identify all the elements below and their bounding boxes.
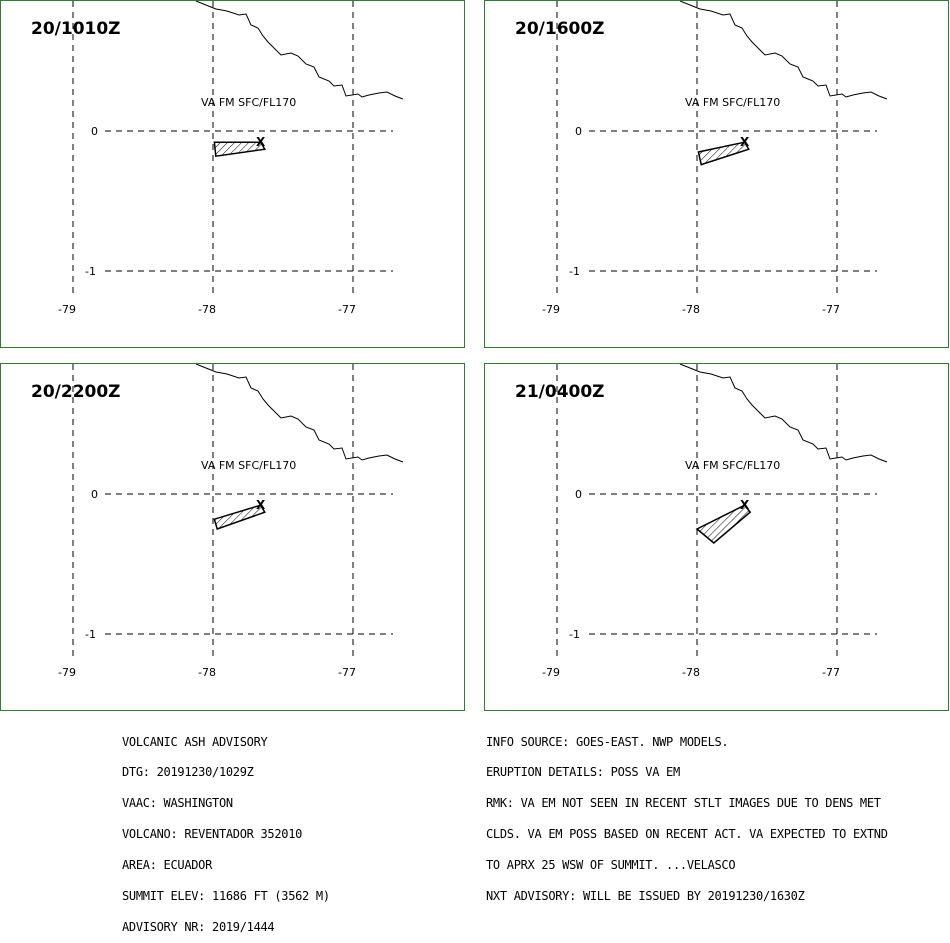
- advisory-line: AREA: ECUADOR: [122, 858, 213, 873]
- ash-cloud-polygon: [213, 504, 266, 530]
- ash-layer-label: VA FM SFC/FL170: [201, 96, 297, 109]
- advisory-remarks-text: INFO SOURCE: GOES-EAST. NWP MODELS. ERUP…: [486, 716, 888, 912]
- lat-tick-0: 0: [91, 125, 98, 138]
- forecast-panel-4: X 21/0400Z VA FM SFC/FL170 0 -1 -79 -78 …: [484, 363, 949, 711]
- lat-tick-minus1: -1: [85, 628, 96, 641]
- map-canvas: X: [72, 1, 404, 293]
- advisory-line: INFO SOURCE: GOES-EAST. NWP MODELS.: [486, 734, 729, 749]
- forecast-panel-2: X 20/1600Z VA FM SFC/FL170 0 -1 -79 -78 …: [484, 0, 949, 348]
- forecast-panel-1: X 20/1010Z VA FM SFC/FL170 0 -1 -79 -78 …: [0, 0, 465, 348]
- forecast-time: 20/2200Z: [31, 382, 121, 402]
- lat-tick-0: 0: [91, 488, 98, 501]
- lon-tick-79: -79: [58, 666, 76, 679]
- ash-layer-label: VA FM SFC/FL170: [685, 459, 781, 472]
- lon-tick-77: -77: [822, 666, 840, 679]
- forecast-time: 21/0400Z: [515, 382, 605, 402]
- map-canvas: X: [556, 1, 888, 293]
- map-canvas: X: [556, 364, 888, 656]
- forecast-panel-3: X 20/2200Z VA FM SFC/FL170 0 -1 -79 -78 …: [0, 363, 465, 711]
- lon-tick-79: -79: [58, 303, 76, 316]
- lon-tick-78: -78: [682, 666, 700, 679]
- ash-cloud-polygon: [697, 141, 750, 166]
- lat-tick-minus1: -1: [85, 265, 96, 278]
- lon-tick-77: -77: [338, 303, 356, 316]
- lat-tick-minus1: -1: [569, 265, 580, 278]
- lon-tick-78: -78: [198, 303, 216, 316]
- volcano-marker: X: [256, 498, 266, 512]
- lon-tick-77: -77: [338, 666, 356, 679]
- advisory-line: DTG: 20191230/1029Z: [122, 765, 254, 780]
- ash-layer-label: VA FM SFC/FL170: [685, 96, 781, 109]
- lon-tick-79: -79: [542, 666, 560, 679]
- lon-tick-78: -78: [682, 303, 700, 316]
- advisory-line: CLDS. VA EM POSS BASED ON RECENT ACT. VA…: [486, 827, 888, 842]
- border-line: [195, 1, 404, 100]
- border-line: [679, 364, 888, 463]
- lon-tick-78: -78: [198, 666, 216, 679]
- advisory-line: RMK: VA EM NOT SEEN IN RECENT STLT IMAGE…: [486, 796, 881, 811]
- border-line: [679, 1, 888, 100]
- ash-cloud-polygon: [213, 141, 267, 158]
- volcano-marker: X: [256, 135, 266, 149]
- volcano-marker: X: [740, 498, 750, 512]
- advisory-header-text: VOLCANIC ASH ADVISORY DTG: 20191230/1029…: [122, 716, 330, 943]
- forecast-time: 20/1010Z: [31, 19, 121, 39]
- advisory-line: TO APRX 25 WSW OF SUMMIT. ...VELASCO: [486, 858, 736, 873]
- ash-cloud-polygon: [695, 504, 752, 544]
- border-line: [195, 364, 404, 463]
- forecast-time: 20/1600Z: [515, 19, 605, 39]
- advisory-line: NXT ADVISORY: WILL BE ISSUED BY 20191230…: [486, 889, 805, 904]
- lon-tick-77: -77: [822, 303, 840, 316]
- ash-layer-label: VA FM SFC/FL170: [201, 459, 297, 472]
- advisory-line: SUMMIT ELEV: 11686 FT (3562 M): [122, 889, 330, 904]
- lon-tick-79: -79: [542, 303, 560, 316]
- advisory-line: ERUPTION DETAILS: POSS VA EM: [486, 765, 680, 780]
- advisory-line: VOLCANO: REVENTADOR 352010: [122, 827, 303, 842]
- lat-tick-0: 0: [575, 125, 582, 138]
- advisory-line: ADVISORY NR: 2019/1444: [122, 919, 275, 934]
- volcano-marker: X: [740, 135, 750, 149]
- advisory-line: VOLCANIC ASH ADVISORY: [122, 734, 268, 749]
- advisory-line: VAAC: WASHINGTON: [122, 796, 233, 811]
- lat-tick-0: 0: [575, 488, 582, 501]
- lat-tick-minus1: -1: [569, 628, 580, 641]
- map-canvas: X: [72, 364, 404, 656]
